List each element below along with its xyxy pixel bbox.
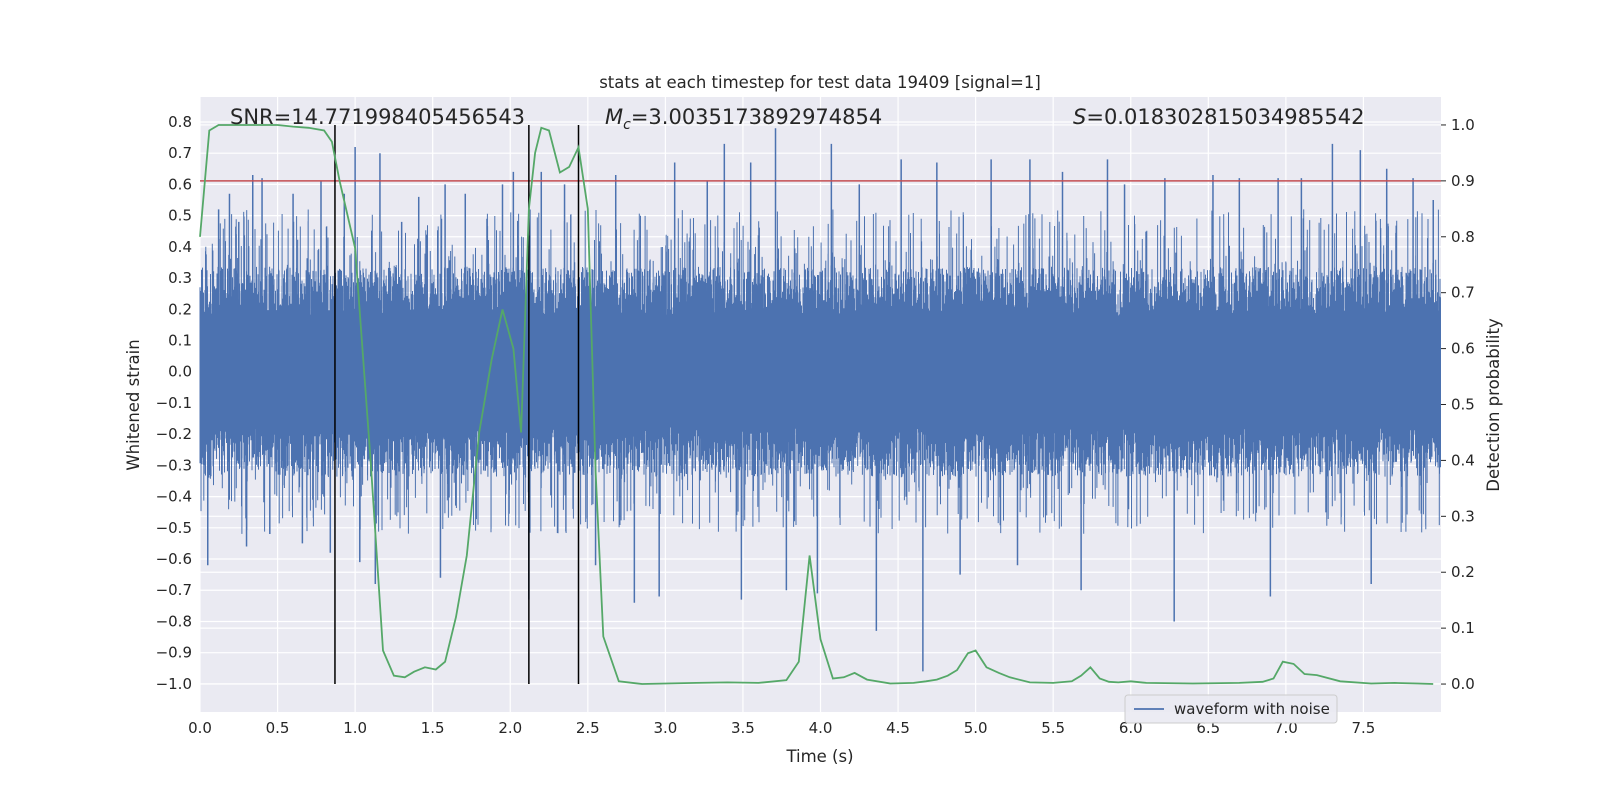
x-tick-label: 2.0 <box>498 719 522 737</box>
x-tick-label: 4.5 <box>886 719 910 737</box>
y-left-tick-label: −0.8 <box>156 612 192 630</box>
detection-probability-line <box>199 124 1434 685</box>
y-right-tick-label: 0.7 <box>1451 284 1475 302</box>
legend-box <box>1124 694 1338 724</box>
x-tick-label: 5.5 <box>1041 719 1065 737</box>
x-tick-label: 7.5 <box>1352 719 1376 737</box>
x-tick-label: 0.5 <box>266 719 290 737</box>
y-axis-left-ticks: 0.8 0.7 0.6 0.5 0.4 0.3 0.2 0.1 0.0 −0.1 −0.2 −0.3 −… <box>156 113 192 693</box>
overlay <box>199 124 1441 685</box>
x-tick-label: 1.5 <box>421 719 445 737</box>
y-left-tick-label: 0.5 <box>168 207 192 225</box>
s-annotation: S=0.018302815034985542 <box>1073 105 1364 129</box>
chirp-mass-subscript: c <box>623 117 631 133</box>
x-tick-label: 3.0 <box>653 719 677 737</box>
y-left-tick-label: −0.3 <box>156 456 192 474</box>
x-tick-label: 1.0 <box>343 719 367 737</box>
chart-title: stats at each timestep for test data 194… <box>599 73 1041 92</box>
x-tick-label: 5.0 <box>964 719 988 737</box>
waveform-series <box>199 128 1441 672</box>
x-tick-label: 4.0 <box>809 719 833 737</box>
y-left-tick-label: −0.2 <box>156 425 192 443</box>
y-left-tick-label: 0.1 <box>168 332 192 350</box>
y-right-tick-label: 0.4 <box>1451 451 1475 469</box>
s-value: =0.018302815034985542 <box>1086 105 1364 129</box>
y-left-tick-label: 0.4 <box>168 238 192 256</box>
x-tick-label: 0.0 <box>188 719 212 737</box>
y-left-tick-label: −1.0 <box>156 675 192 693</box>
s-symbol: S <box>1073 105 1086 129</box>
y-axis-right-ticks: 1.0 0.9 0.8 0.7 0.6 0.5 0.4 0.3 0.2 0.1 0.0 <box>1441 116 1475 693</box>
y-left-tick-label: 0.3 <box>168 269 192 287</box>
y-right-tick-label: 0.8 <box>1451 228 1475 246</box>
y-left-tick-label: −0.9 <box>156 644 192 662</box>
y-left-tick-label: 0.6 <box>168 175 192 193</box>
y-left-tick-label: 0.0 <box>168 363 192 381</box>
y-axis-right-label: Detection probability <box>1484 318 1503 492</box>
y-left-tick-label: 0.7 <box>168 144 192 162</box>
y-left-tick-label: −0.4 <box>156 488 192 506</box>
x-axis-label: Time (s) <box>785 747 853 766</box>
y-right-tick-label: 0.0 <box>1451 675 1475 693</box>
legend: waveform with noise <box>1124 694 1338 724</box>
snr-annotation: SNR=14.771998405456543 <box>230 105 525 129</box>
y-left-tick-label: −0.5 <box>156 519 192 537</box>
y-right-tick-label: 0.2 <box>1451 563 1475 581</box>
y-right-tick-label: 0.5 <box>1451 396 1475 414</box>
y-axis-left-label: Whitened strain <box>124 339 143 470</box>
chirp-mass-annotation: Mc=3.0035173892974854 <box>605 105 882 133</box>
y-right-tick-label: 0.9 <box>1451 172 1475 190</box>
x-tick-label: 2.5 <box>576 719 600 737</box>
y-left-tick-label: 0.8 <box>168 113 192 131</box>
y-left-tick-label: −0.6 <box>156 550 192 568</box>
y-left-tick-label: −0.1 <box>156 394 192 412</box>
y-right-tick-label: 0.6 <box>1451 340 1475 358</box>
legend-waveform-label: waveform with noise <box>1174 700 1330 718</box>
y-right-tick-label: 1.0 <box>1451 116 1475 134</box>
chirp-mass-value: =3.0035173892974854 <box>631 105 882 129</box>
y-right-tick-label: 0.1 <box>1451 619 1475 637</box>
y-left-tick-label: −0.7 <box>156 581 192 599</box>
y-right-tick-label: 0.3 <box>1451 507 1475 525</box>
x-tick-label: 3.5 <box>731 719 755 737</box>
chirp-mass-symbol: M <box>605 105 623 129</box>
y-left-tick-label: 0.2 <box>168 300 192 318</box>
